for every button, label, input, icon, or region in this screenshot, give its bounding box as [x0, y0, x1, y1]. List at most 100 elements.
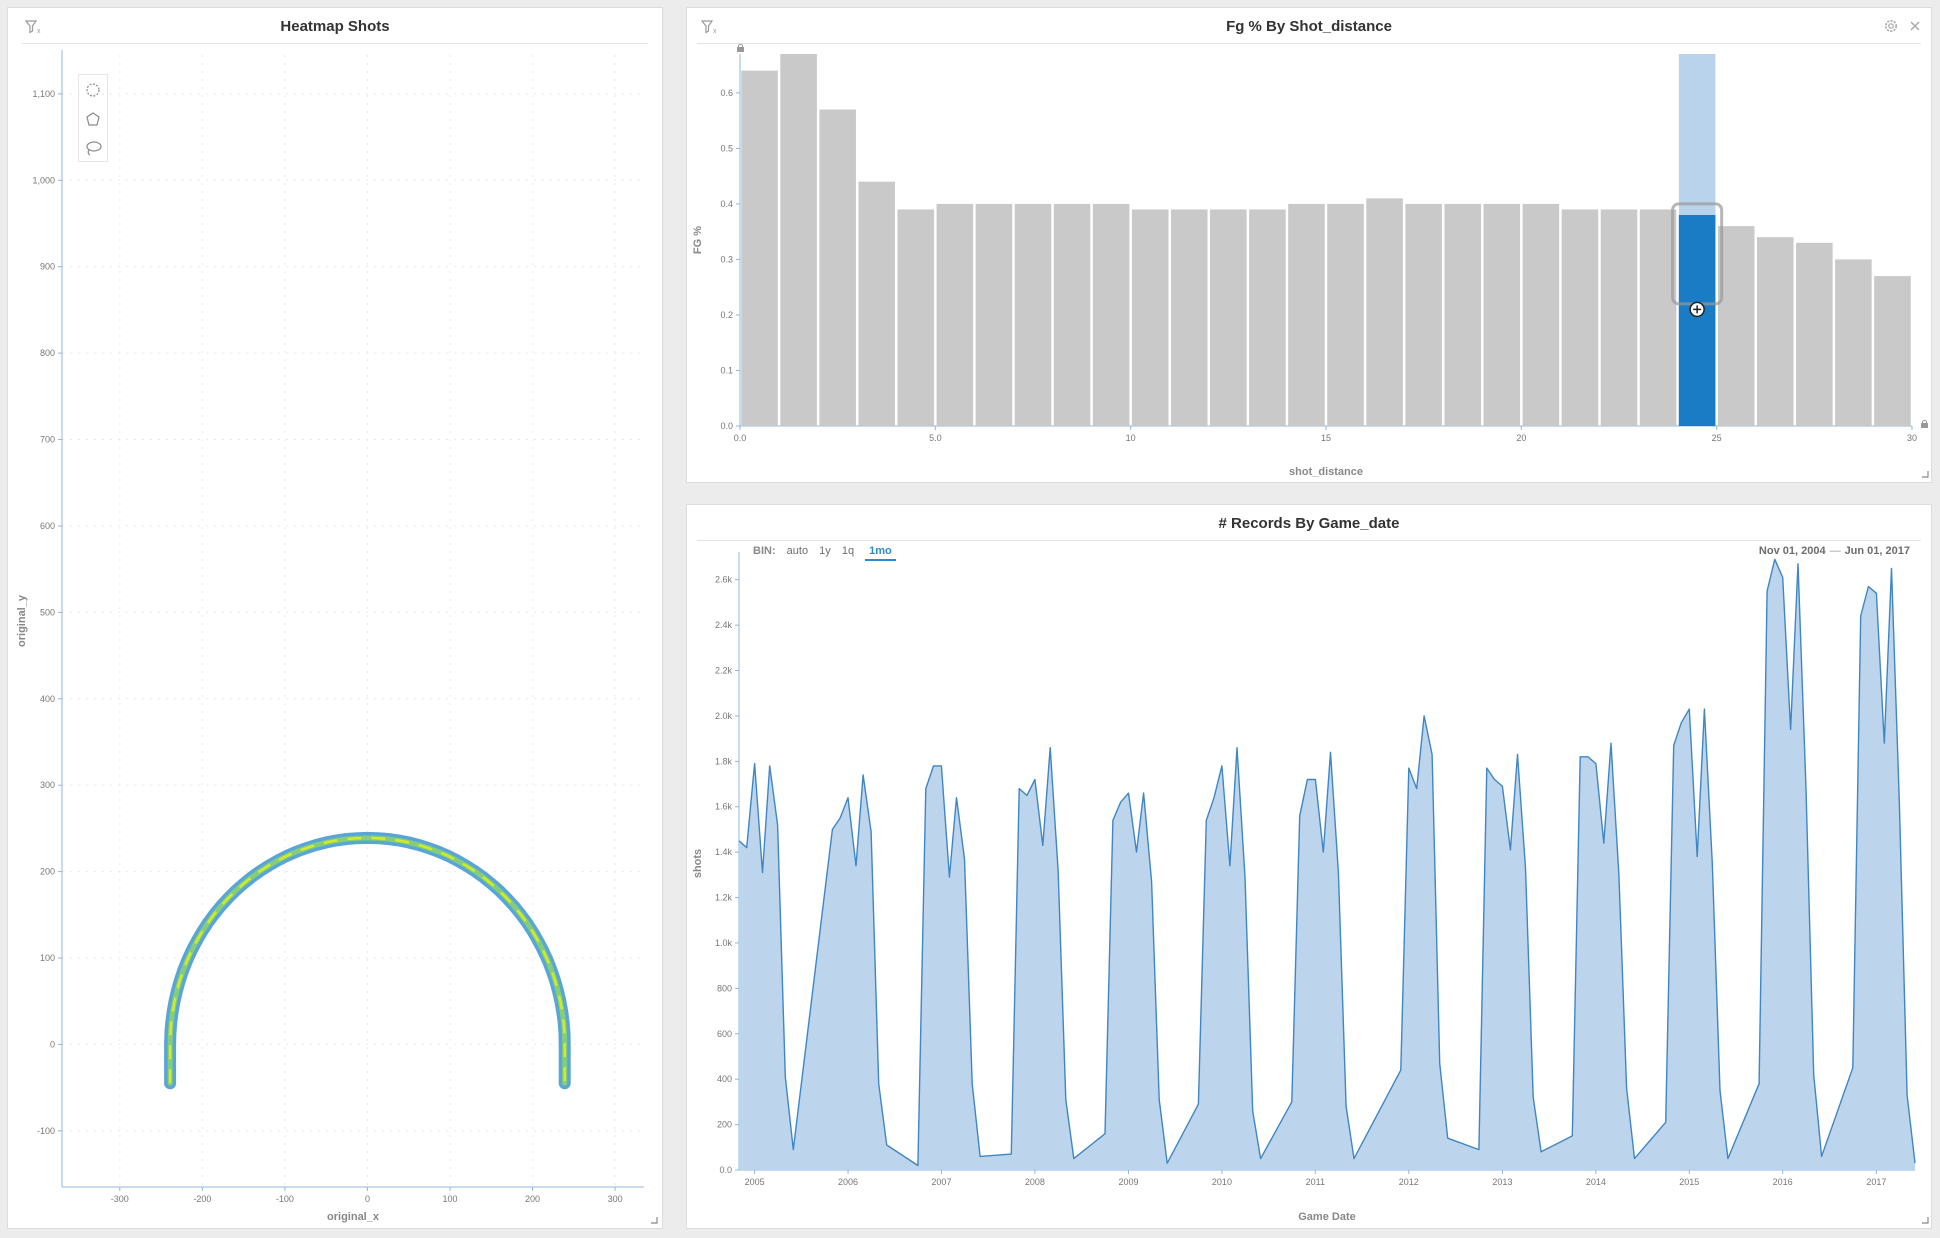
- bar: [1366, 198, 1403, 426]
- y-tick-label: 200: [40, 867, 55, 877]
- bar: [897, 209, 935, 426]
- x-tick-label: 2012: [1399, 1177, 1419, 1187]
- resize-handle-icon[interactable]: [1921, 470, 1929, 478]
- bar: [1249, 209, 1286, 426]
- gear-icon[interactable]: [1883, 18, 1899, 34]
- bar: [1327, 203, 1364, 426]
- x-tick-label: -200: [193, 1194, 211, 1204]
- date-range-separator: —: [1829, 545, 1841, 557]
- bar: [1288, 203, 1325, 426]
- y-tick-label: 2.6k: [715, 575, 733, 585]
- bar: [1639, 209, 1677, 426]
- bar: [1483, 203, 1521, 426]
- x-tick-label: 2013: [1492, 1177, 1512, 1187]
- x-tick-label: 2015: [1679, 1177, 1699, 1187]
- heatmap-chart[interactable]: -100 0 100 200 300 400 500 600 700 800 900 1,000 1,1…: [8, 8, 663, 1229]
- heatmap-title-rule: [22, 43, 648, 44]
- y-tick-label: 400: [717, 1074, 732, 1084]
- x-tick-label: 2009: [1119, 1177, 1139, 1187]
- resize-handle-icon[interactable]: [1921, 1216, 1929, 1224]
- lock-icon: [1921, 419, 1928, 428]
- bar: [1210, 209, 1247, 426]
- x-axis-label: shot_distance: [1289, 466, 1363, 478]
- move-icon-arrows: [1693, 305, 1702, 314]
- y-tick-label: 2.2k: [715, 666, 733, 676]
- bin-option-1mo[interactable]: 1mo: [865, 545, 896, 561]
- bar: [1170, 209, 1208, 426]
- y-tick-label: -100: [37, 1126, 55, 1136]
- bin-selector: BIN: auto 1y 1q 1mo: [753, 545, 904, 561]
- lasso-select-icon[interactable]: [79, 133, 107, 162]
- x-tick-label: 2011: [1306, 1177, 1325, 1187]
- y-tick-label: 1,000: [32, 175, 55, 185]
- bar: [1756, 237, 1794, 426]
- y-tick-label: 500: [40, 607, 55, 617]
- close-icon[interactable]: [1909, 20, 1921, 32]
- filter-icon[interactable]: x: [701, 19, 719, 35]
- y-tick-label: 0: [50, 1039, 55, 1049]
- date-range-start[interactable]: Nov 01, 2004: [1758, 545, 1826, 557]
- y-tick-label: 1.8k: [715, 756, 733, 766]
- bar: [1835, 259, 1872, 426]
- x-tick-label: 5.0: [929, 433, 942, 443]
- x-tick-label: 15: [1321, 433, 1331, 443]
- svg-text:x: x: [37, 28, 41, 35]
- y-tick-label: 200: [717, 1120, 732, 1130]
- bar: [819, 109, 856, 426]
- bin-option-1y[interactable]: 1y: [819, 545, 831, 557]
- bar: [1405, 203, 1442, 426]
- x-tick-label: 20: [1516, 433, 1526, 443]
- heatmap-panel: x Heatmap Shots -100 0 100 200 300 400 500 600 7…: [7, 7, 663, 1229]
- x-tick-label: 0: [365, 1194, 370, 1204]
- bin-option-1q[interactable]: 1q: [841, 545, 855, 557]
- heatmap-arc-core: [167, 835, 568, 1086]
- x-tick-label: 100: [442, 1194, 457, 1204]
- area-line: [738, 558, 1916, 1167]
- y-tick-label: 400: [40, 694, 55, 704]
- y-axis-label: shots: [692, 849, 704, 878]
- y-tick-label: 1.6k: [715, 802, 733, 812]
- bar: [1717, 226, 1755, 426]
- records-panel: # Records By Game_date 0.0 200 400 600 800 1.…: [686, 504, 1932, 1229]
- x-tick-label: 2017: [1866, 1177, 1886, 1187]
- y-tick-label: 1,100: [32, 89, 55, 99]
- y-tick-label: 0.5: [720, 143, 733, 153]
- bar: [1561, 209, 1599, 426]
- x-tick-label: 2008: [1025, 1177, 1045, 1187]
- records-area-chart[interactable]: 0.0 200 400 600 800 1.0k 1.2k 1.4k 1.6k 1.8k 2.0k 2…: [687, 505, 1932, 1229]
- x-axis-label: original_x: [327, 1211, 380, 1223]
- bar: [1053, 203, 1091, 426]
- y-tick-label: 0.6: [720, 88, 733, 98]
- y-tick-label: 0.1: [720, 365, 733, 375]
- heatmap-title: Heatmap Shots: [280, 18, 390, 35]
- lock-shackle: [1922, 419, 1927, 423]
- x-tick-label: 2007: [931, 1177, 951, 1187]
- y-tick-label: 800: [40, 348, 55, 358]
- y-tick-label: 0.0: [719, 1165, 732, 1175]
- fg-bar-chart[interactable]: 0.0 0.1 0.2 0.3 0.4 0.5 0.6 0.0 5.0 10 15 20 25 30 sho…: [687, 8, 1932, 483]
- bin-option-auto[interactable]: auto: [786, 545, 809, 557]
- x-tick-label: -300: [111, 1194, 129, 1204]
- y-tick-label: 700: [40, 435, 55, 445]
- y-tick-label: 900: [40, 262, 55, 272]
- x-tick-label: 300: [608, 1194, 623, 1204]
- y-tick-label: 0.0: [720, 421, 733, 431]
- x-tick-label: 0.0: [734, 433, 747, 443]
- fg-panel: x Fg % By Shot_distance 0.0 0.1 0.2 0.3 0.4 0…: [686, 7, 1932, 483]
- filter-icon[interactable]: x: [25, 19, 43, 35]
- x-tick-label: 10: [1126, 433, 1136, 443]
- circle-select-icon[interactable]: [79, 75, 107, 104]
- bar: [1131, 209, 1169, 426]
- x-tick-label: 2014: [1586, 1177, 1606, 1187]
- resize-handle-icon[interactable]: [650, 1216, 658, 1224]
- x-tick-label: 30: [1907, 433, 1917, 443]
- records-title-rule: [697, 540, 1921, 541]
- y-tick-label: 2.4k: [715, 620, 733, 630]
- bar: [936, 203, 974, 426]
- y-tick-label: 100: [40, 953, 55, 963]
- polygon-select-icon[interactable]: [79, 104, 107, 133]
- y-tick-label: 1.0k: [715, 938, 733, 948]
- y-tick-label: 1.2k: [715, 893, 733, 903]
- x-tick-label: 200: [525, 1194, 540, 1204]
- date-range-end[interactable]: Jun 01, 2017: [1844, 545, 1910, 557]
